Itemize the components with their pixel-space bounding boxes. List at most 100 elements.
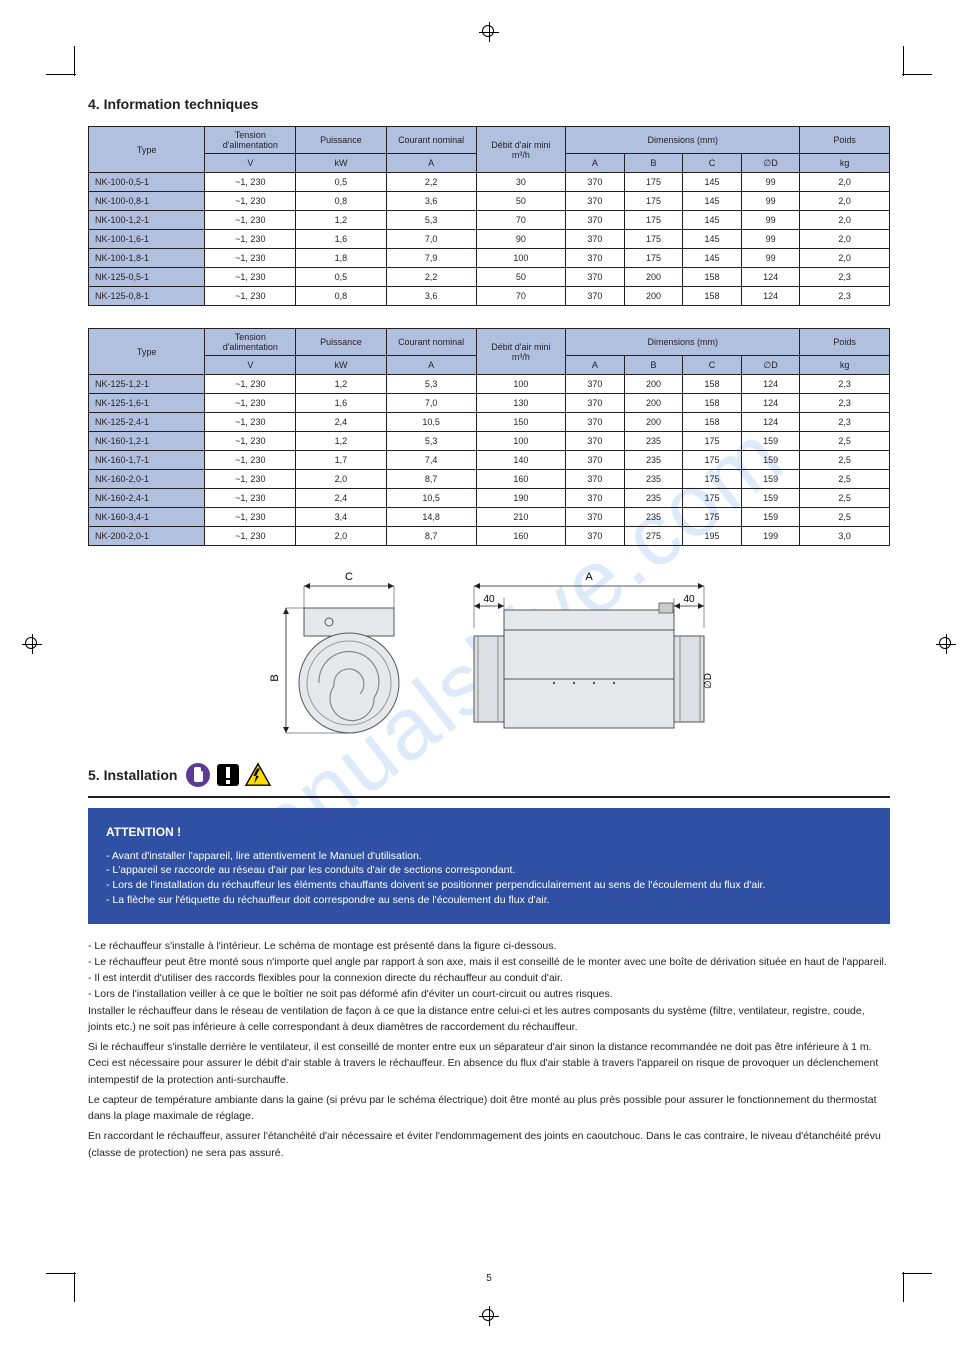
- th-dim-c: C: [683, 154, 742, 173]
- cell: 0,8: [296, 192, 386, 211]
- cell: 2,4: [296, 413, 386, 432]
- cell: NK-125-2,4-1: [89, 413, 205, 432]
- divider: [88, 796, 890, 798]
- body-p2: Si le réchauffeur s'installe derrière le…: [88, 1039, 890, 1088]
- cell: 175: [683, 470, 742, 489]
- cell: 370: [566, 375, 625, 394]
- th-dim-c: C: [683, 356, 742, 375]
- th-unit-kw: kW: [296, 154, 386, 173]
- cell: 150: [476, 413, 566, 432]
- cell: 370: [566, 451, 625, 470]
- cell: 130: [476, 394, 566, 413]
- cell: 190: [476, 489, 566, 508]
- cell: 100: [476, 432, 566, 451]
- cell: 159: [741, 432, 800, 451]
- cell: 0,5: [296, 268, 386, 287]
- cell: ~1, 230: [205, 527, 296, 546]
- list-item: Avant d'installer l'appareil, lire atten…: [106, 849, 872, 864]
- th-unit-kg: kg: [800, 154, 890, 173]
- cell: 370: [566, 413, 625, 432]
- cell: 1,2: [296, 375, 386, 394]
- cell: NK-200-2,0-1: [89, 527, 205, 546]
- cell: 124: [741, 287, 800, 306]
- cell: 2,4: [296, 489, 386, 508]
- cell: 124: [741, 413, 800, 432]
- cell: 1,7: [296, 451, 386, 470]
- cell: ~1, 230: [205, 211, 296, 230]
- table-row: NK-160-2,0-1~1, 2302,08,7160370235175159…: [89, 470, 890, 489]
- cell: 70: [476, 287, 566, 306]
- th-airflow-label: Débit d'air mini: [491, 140, 550, 150]
- cell: 3,6: [386, 192, 476, 211]
- th-weight: Poids: [800, 329, 890, 356]
- registration-mark: [479, 22, 499, 42]
- list-item: Lors de l'installation du réchauffeur le…: [106, 878, 872, 893]
- cell: 124: [741, 268, 800, 287]
- cell: 50: [476, 192, 566, 211]
- page-content: 4. Information techniques Type Tension d…: [88, 92, 890, 1165]
- cell: 210: [476, 508, 566, 527]
- cell: 0,5: [296, 173, 386, 192]
- cell: 2,5: [800, 470, 890, 489]
- th-power: Puissance: [296, 329, 386, 356]
- th-unit-a: A: [386, 356, 476, 375]
- dim-label-40r: 40: [683, 594, 695, 605]
- cell: 124: [741, 394, 800, 413]
- install-title: 5. Installation: [88, 767, 177, 783]
- th-dim-d: ∅D: [741, 356, 800, 375]
- cell: 175: [624, 192, 683, 211]
- cell: 99: [741, 249, 800, 268]
- cell: 199: [741, 527, 800, 546]
- list-item: La flèche sur l'étiquette du réchauffeur…: [106, 893, 872, 908]
- cell: 2,2: [386, 173, 476, 192]
- cell: 145: [683, 230, 742, 249]
- th-current: Courant nominal: [386, 329, 476, 356]
- warning-box: ATTENTION ! Avant d'installer l'appareil…: [88, 808, 890, 924]
- cell: 1,6: [296, 394, 386, 413]
- cell: NK-125-0,8-1: [89, 287, 205, 306]
- cell: 200: [624, 375, 683, 394]
- cell: 175: [624, 249, 683, 268]
- cell: NK-160-3,4-1: [89, 508, 205, 527]
- cell: ~1, 230: [205, 192, 296, 211]
- cell: 8,7: [386, 470, 476, 489]
- th-airflow-unit: m³/h: [512, 352, 530, 362]
- warning-title: ATTENTION !: [106, 824, 872, 841]
- cell: NK-100-1,6-1: [89, 230, 205, 249]
- cell: 160: [476, 527, 566, 546]
- cell: ~1, 230: [205, 375, 296, 394]
- cell: 370: [566, 394, 625, 413]
- cell: 14,8: [386, 508, 476, 527]
- cell: 200: [624, 287, 683, 306]
- cell: 370: [566, 230, 625, 249]
- cell: ~1, 230: [205, 413, 296, 432]
- dim-label-a: A: [585, 571, 593, 583]
- registration-mark: [479, 1306, 499, 1326]
- spec-table-1: Type Tension d'alimentation Puissance Co…: [88, 126, 890, 306]
- th-unit-v: V: [205, 154, 296, 173]
- list-item: Le réchauffeur s'installe à l'intérieur.…: [88, 938, 890, 954]
- th-voltage: Tension d'alimentation: [205, 329, 296, 356]
- cell: 175: [683, 451, 742, 470]
- table-row: NK-160-1,2-1~1, 2301,25,3100370235175159…: [89, 432, 890, 451]
- th-dim-b: B: [624, 356, 683, 375]
- crop-mark: [74, 46, 75, 76]
- cell: ~1, 230: [205, 489, 296, 508]
- table-row: NK-125-0,5-1~1, 2300,52,2503702001581242…: [89, 268, 890, 287]
- cell: 99: [741, 192, 800, 211]
- cell: 99: [741, 211, 800, 230]
- cell: 159: [741, 451, 800, 470]
- cell: 145: [683, 192, 742, 211]
- cell: 100: [476, 249, 566, 268]
- cell: 140: [476, 451, 566, 470]
- cell: ~1, 230: [205, 268, 296, 287]
- cell: 124: [741, 375, 800, 394]
- cell: 99: [741, 173, 800, 192]
- cell: 3,4: [296, 508, 386, 527]
- cell: ~1, 230: [205, 230, 296, 249]
- diagram-side: A 40 40: [464, 568, 714, 738]
- cell: 1,8: [296, 249, 386, 268]
- table-row: NK-125-1,6-1~1, 2301,67,0130370200158124…: [89, 394, 890, 413]
- cell: 175: [624, 211, 683, 230]
- cell: 235: [624, 508, 683, 527]
